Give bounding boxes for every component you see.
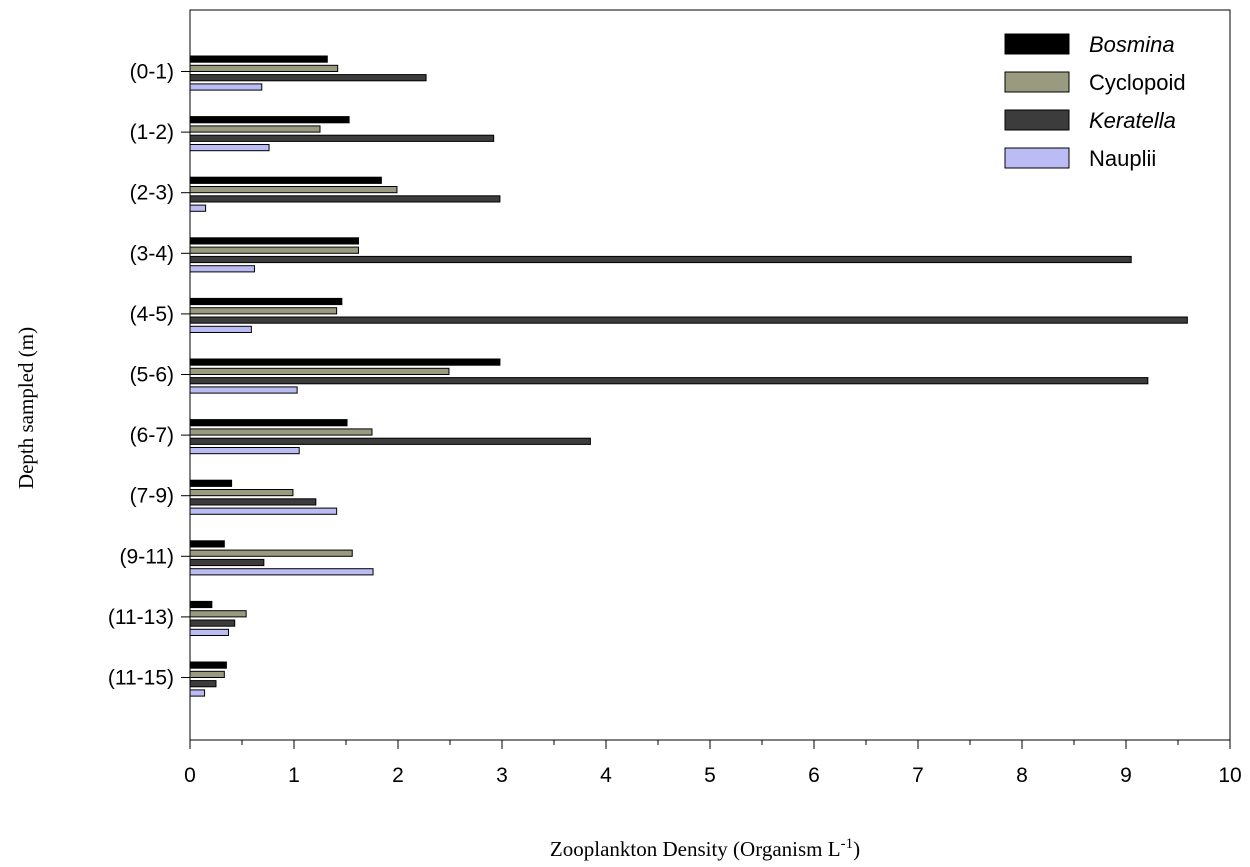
- bar-keratella-2: [189, 195, 501, 203]
- bar-bosmina-6: [189, 419, 348, 427]
- bar-keratella-7: [189, 498, 317, 506]
- legend-label-bosmina: Bosmina: [1089, 32, 1175, 57]
- x-axis-title: Zooplankton Density (Organism L-1): [550, 836, 860, 861]
- y-tick-label: (11-15): [108, 667, 174, 690]
- y-tick-label: (0-1): [130, 61, 174, 84]
- x-tick-label: 8: [1016, 764, 1028, 787]
- bar-bosmina-5: [189, 358, 501, 366]
- y-axis-title: Depth sampled (m): [14, 327, 38, 489]
- y-tick-label: (4-5): [130, 303, 174, 326]
- x-tick-label: 9: [1120, 764, 1132, 787]
- bar-bosmina-8: [189, 540, 225, 548]
- x-axis-title-suffix: ): [853, 837, 860, 861]
- bar-bosmina-4: [189, 297, 343, 306]
- bar-bosmina-9: [189, 600, 213, 609]
- bar-keratella-10: [189, 680, 217, 688]
- bar-nauplii-1: [189, 144, 270, 152]
- bar-keratella-0: [189, 74, 427, 82]
- bars-group: [189, 55, 1188, 697]
- bar-keratella-5: [189, 377, 1149, 385]
- y-tick-label: (7-9): [130, 485, 174, 508]
- bar-bosmina-1: [189, 116, 350, 124]
- bar-keratella-8: [189, 558, 265, 567]
- legend-label-keratella: Keratella: [1089, 108, 1176, 133]
- bar-bosmina-10: [189, 661, 227, 669]
- legend: Bosmina Cyclopoid Keratella Nauplii: [1004, 32, 1186, 171]
- x-tick-label: 10: [1218, 764, 1241, 787]
- bar-bosmina-0: [189, 55, 328, 63]
- x-tick-label: 2: [392, 764, 404, 787]
- bar-nauplii-3: [189, 265, 255, 273]
- bar-bosmina-2: [189, 176, 382, 184]
- bar-cyclopoid-1: [189, 125, 321, 133]
- bar-nauplii-9: [189, 628, 229, 636]
- bar-keratella-9: [189, 619, 236, 627]
- bar-bosmina-7: [189, 479, 233, 487]
- bar-nauplii-8: [189, 568, 374, 576]
- legend-swatch-cyclopoid: [1004, 71, 1070, 93]
- bar-cyclopoid-7: [189, 489, 294, 497]
- y-tick-label: (3-4): [130, 242, 174, 265]
- y-tick-label: (11-13): [108, 606, 174, 629]
- bar-cyclopoid-10: [189, 670, 225, 678]
- bar-cyclopoid-0: [189, 64, 339, 73]
- bar-cyclopoid-4: [189, 307, 338, 315]
- bar-keratella-6: [189, 437, 591, 445]
- bar-nauplii-0: [189, 83, 263, 91]
- bar-nauplii-6: [189, 447, 300, 455]
- x-tick-label: 0: [184, 764, 196, 787]
- bar-cyclopoid-8: [189, 549, 353, 557]
- bar-cyclopoid-5: [189, 367, 450, 375]
- bar-cyclopoid-3: [189, 246, 359, 254]
- bar-keratella-1: [189, 134, 495, 142]
- x-tick-label: 4: [600, 764, 612, 787]
- legend-label-nauplii: Nauplii: [1089, 146, 1156, 171]
- x-axis-ticks: 0 1 2 3 4 5 6 7 8 9 10: [184, 740, 1242, 787]
- bar-nauplii-5: [189, 386, 298, 394]
- x-axis-title-superscript: -1: [841, 836, 854, 852]
- bar-cyclopoid-6: [189, 428, 373, 436]
- bar-keratella-3: [189, 255, 1132, 264]
- bar-nauplii-4: [189, 325, 252, 333]
- y-tick-label: (1-2): [130, 121, 174, 144]
- legend-label-cyclopoid: Cyclopoid: [1089, 70, 1186, 95]
- x-tick-label: 6: [808, 764, 820, 787]
- bar-nauplii-7: [189, 507, 338, 515]
- y-tick-label: (9-11): [120, 545, 174, 568]
- y-axis-ticks: (0-1) (1-2) (2-3) (3-4) (4-5) (5-6) (6-7) (7-9)…: [108, 61, 190, 690]
- bar-bosmina-3: [189, 237, 359, 245]
- bar-nauplii-2: [189, 204, 207, 212]
- legend-swatch-bosmina: [1004, 33, 1070, 55]
- x-tick-label: 3: [496, 764, 508, 787]
- bar-cyclopoid-2: [189, 186, 398, 194]
- y-tick-label: (5-6): [130, 364, 174, 387]
- x-axis-title-main: Zooplankton Density (Organism L: [550, 837, 841, 861]
- y-tick-label: (2-3): [130, 182, 174, 205]
- y-tick-label: (6-7): [130, 424, 174, 447]
- bar-cyclopoid-9: [189, 610, 247, 618]
- x-tick-label: 1: [288, 764, 300, 787]
- x-tick-label: 5: [704, 764, 716, 787]
- bar-keratella-4: [189, 316, 1188, 324]
- legend-swatch-keratella: [1004, 109, 1070, 131]
- bar-nauplii-10: [189, 689, 206, 697]
- legend-swatch-nauplii: [1004, 147, 1070, 169]
- x-tick-label: 7: [912, 764, 924, 787]
